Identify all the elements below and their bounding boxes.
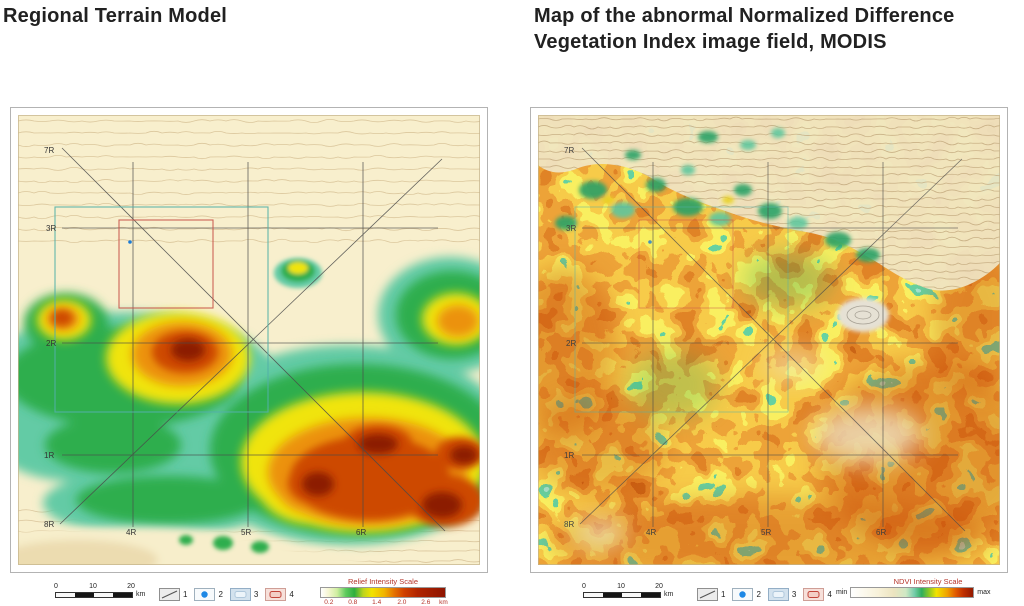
map-label: 2R: [566, 339, 576, 348]
colorbar-tick: 1.4: [372, 599, 381, 606]
legend-item-red-area: 4: [803, 588, 831, 601]
map-label: 2R: [46, 339, 56, 348]
blue-dot-icon: [194, 588, 215, 601]
scale-bar: 0 10 20 km: [55, 583, 151, 601]
map-label: 6R: [356, 528, 366, 537]
scale-tick: 20: [127, 583, 135, 590]
legend-item-lineament: 1: [697, 588, 725, 601]
scale-bar-ticks: 0 10 20: [55, 583, 131, 591]
map-label: 4R: [126, 528, 136, 537]
ndvi-colorbar-gradient: [850, 587, 974, 598]
colorbar-max-label: max: [977, 589, 990, 596]
scale-tick: 10: [89, 583, 97, 590]
map-label: 1R: [44, 451, 54, 460]
relief-colorbar-gradient: [320, 587, 446, 598]
red-rectangle-icon: [265, 588, 286, 601]
scale-tick: 0: [582, 583, 586, 590]
lineament-line-icon: [159, 588, 180, 601]
blue-dot-icon: [732, 588, 753, 601]
scale-bar-segments: [583, 592, 661, 598]
scale-tick: 10: [617, 583, 625, 590]
map-label: 8R: [44, 520, 54, 529]
ndvi-map: 7R 3R 2R 1R 8R 4R 5R 6R: [538, 115, 1000, 565]
map-label: 3R: [566, 224, 576, 233]
relief-small-features: [274, 258, 322, 288]
legend-item-number: 4: [289, 590, 293, 599]
legend-item-number: 3: [792, 590, 796, 599]
legend-item-number: 2: [756, 590, 760, 599]
colorbar-tick: 0.8: [348, 599, 357, 606]
legend-items: 1 2 3 4: [159, 587, 301, 601]
legend-item-number: 3: [254, 590, 258, 599]
terrain-map-title: Regional Terrain Model: [3, 3, 483, 29]
legend-item-number: 1: [183, 590, 187, 599]
relief-colorbar: Relief Intensity Scale 0.2 0.8 1.4 2.0 2…: [320, 577, 446, 606]
map-label: 1R: [564, 451, 574, 460]
map-label: 6R: [876, 528, 886, 537]
map-label: 8R: [564, 520, 574, 529]
map-label: 7R: [44, 146, 54, 155]
scale-unit: km: [664, 591, 673, 598]
city-blue-dot: [128, 240, 132, 244]
terrain-map-panel: 7R 3R 2R 1R 8R 4R 5R 6R: [10, 107, 488, 573]
map-label: 5R: [761, 528, 771, 537]
city-blue-dot: [648, 240, 652, 244]
blue-rectangle-icon: [230, 588, 251, 601]
relief-colorbar-title: Relief Intensity Scale: [320, 577, 446, 586]
relief-colorbar-ticks: 0.2 0.8 1.4 2.0 2.6 km: [320, 598, 446, 606]
terrain-map: 7R 3R 2R 1R 8R 4R 5R 6R: [18, 115, 480, 565]
lineament-line-icon: [697, 588, 718, 601]
map-label: 4R: [646, 528, 656, 537]
legend-item-city: 2: [732, 588, 760, 601]
legend-item-number: 1: [721, 590, 725, 599]
scale-bar: 0 10 20 km: [583, 583, 679, 601]
legend-item-red-area: 4: [265, 588, 293, 601]
legend-item-blue-area: 3: [230, 588, 258, 601]
colorbar-unit: km: [439, 599, 448, 606]
map-label: 7R: [564, 146, 574, 155]
scale-tick: 20: [655, 583, 663, 590]
legend-item-blue-area: 3: [768, 588, 796, 601]
legend-items: 1 2 3 4: [697, 587, 839, 601]
colorbar-tick: 2.0: [397, 599, 406, 606]
ndvi-gray-patch: [837, 298, 889, 332]
scale-unit: km: [136, 591, 145, 598]
legend-item-lineament: 1: [159, 588, 187, 601]
legend-item-number: 2: [218, 590, 222, 599]
legend-item-number: 4: [827, 590, 831, 599]
colorbar-tick: 2.6: [421, 599, 430, 606]
map-label: 3R: [46, 224, 56, 233]
ndvi-map-panel: 7R 3R 2R 1R 8R 4R 5R 6R: [530, 107, 1008, 573]
red-rectangle-icon: [803, 588, 824, 601]
ndvi-colorbar-title: NDVI Intensity Scale: [862, 577, 994, 586]
scale-bar-ticks: 0 10 20: [583, 583, 659, 591]
legend-item-city: 2: [194, 588, 222, 601]
colorbar-tick: 0.2: [324, 599, 333, 606]
ndvi-map-title: Map of the abnormal Normalized Differenc…: [534, 3, 974, 56]
scale-bar-segments: [55, 592, 133, 598]
map-label: 5R: [241, 528, 251, 537]
scale-tick: 0: [54, 583, 58, 590]
ndvi-colorbar: NDVI Intensity Scale min max: [836, 577, 994, 598]
blue-rectangle-icon: [768, 588, 789, 601]
colorbar-min-label: min: [836, 589, 847, 596]
